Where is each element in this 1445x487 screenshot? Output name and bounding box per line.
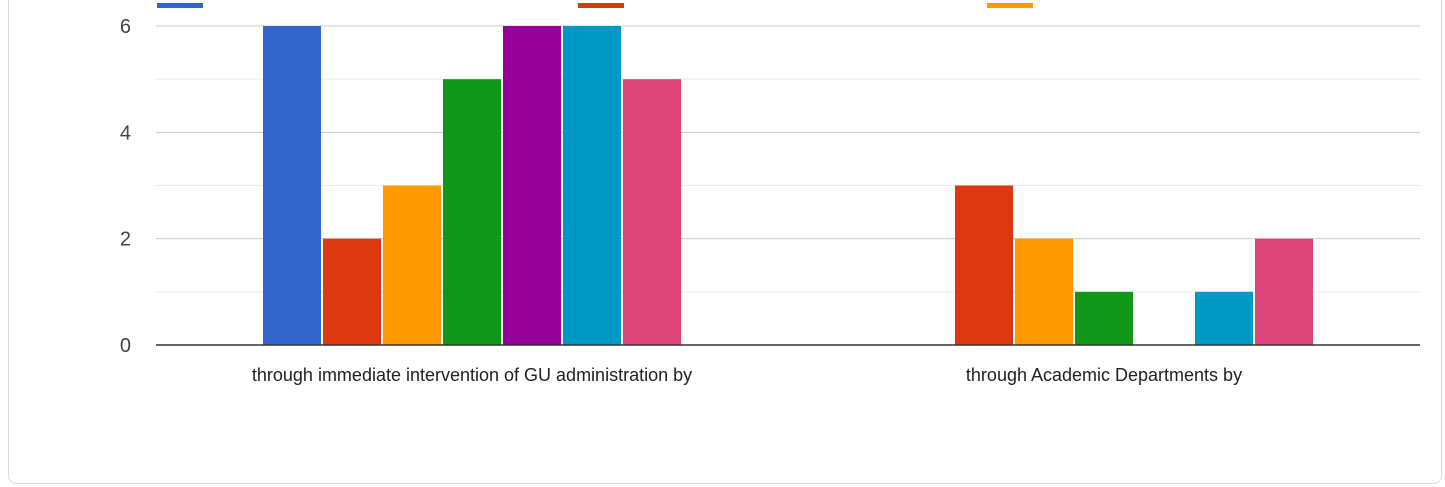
bar: [623, 79, 681, 346]
x-category-label: through immediate intervention of GU adm…: [252, 365, 692, 385]
legend-swatch: [578, 3, 624, 8]
bar: [323, 238, 381, 345]
y-tick-label: 4: [120, 122, 131, 144]
bar: [1195, 291, 1253, 345]
bar: [1015, 238, 1073, 345]
bar: [503, 26, 561, 345]
bar: [563, 26, 621, 345]
legend-swatch: [987, 3, 1033, 8]
x-axis-category-labels: through immediate intervention of GU adm…: [252, 365, 1242, 385]
bar: [955, 185, 1013, 345]
y-axis-tick-labels: 0 2 4 6: [120, 16, 131, 357]
x-category-label: through Academic Departments by: [966, 365, 1242, 385]
y-tick-label: 6: [120, 16, 131, 38]
y-tick-label: 2: [120, 229, 131, 251]
bar: [443, 79, 501, 346]
legend-swatch: [157, 3, 203, 8]
bar: [1075, 291, 1133, 345]
legend: [157, 3, 1033, 8]
y-tick-label: 0: [120, 335, 131, 357]
chart-card: [8, 0, 1442, 484]
bar: [263, 26, 321, 345]
bar: [1255, 238, 1313, 345]
bars: [263, 26, 1313, 346]
bar: [383, 185, 441, 345]
